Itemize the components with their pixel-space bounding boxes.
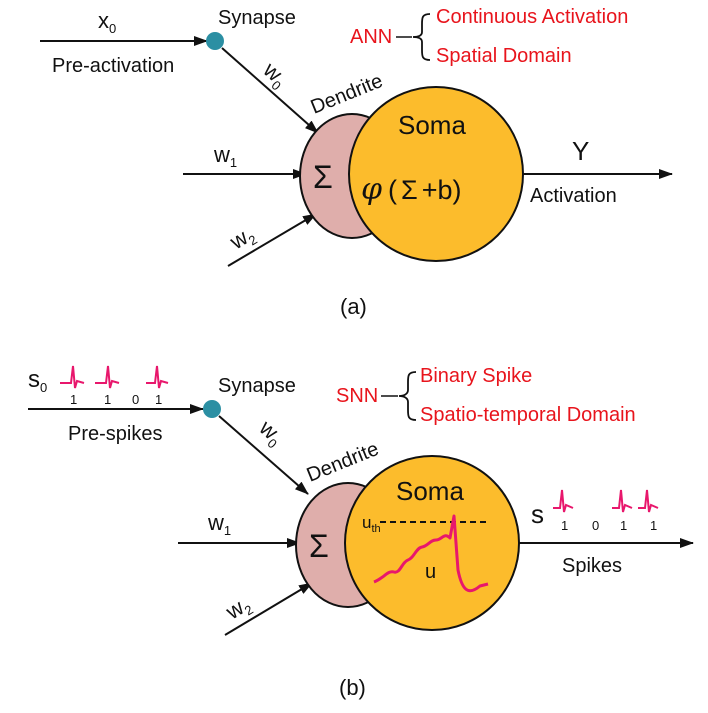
output-y-label: Y [572, 136, 589, 166]
output-bit-2: 0 [592, 518, 599, 533]
soma-activation-function: φ(Σ +b) [361, 172, 462, 207]
weight-w1-sub: 1 [230, 155, 237, 170]
weight-w2-arrow [227, 213, 317, 267]
output-bit-4: 1 [650, 518, 657, 533]
output-spike-1 [553, 489, 574, 513]
input-bit-3: 0 [132, 392, 139, 407]
input-s0-base: s [28, 366, 40, 393]
dendrite-sum-symbol-b: Σ [309, 528, 329, 564]
synapse-label: Synapse [218, 7, 296, 29]
open-paren: ( [388, 175, 397, 205]
dendrite-label-b: Dendrite [304, 438, 382, 487]
snn-bracket-item-spatiotemporal: Spatio-temporal Domain [420, 404, 636, 426]
synapse-node-b [203, 400, 221, 418]
weight-w0-label: w0 [256, 56, 293, 93]
weight-w2-arrow-b [224, 582, 313, 636]
ann-curly-bracket [412, 13, 431, 61]
phi-symbol: φ [361, 172, 382, 207]
weight-w1-label: w1 [213, 142, 237, 170]
dendrite-sum-symbol: Σ [313, 159, 333, 195]
pre-spikes-label: Pre-spikes [68, 423, 162, 445]
weight-w0-label-b: w0 [252, 414, 289, 451]
input-spike-2 [95, 365, 120, 389]
input-spike-4 [146, 365, 169, 389]
weight-w2-label: w2 [225, 221, 260, 258]
soma-label-b: Soma [396, 476, 464, 506]
input-x0-label: x0 [98, 8, 116, 36]
input-bit-4: 1 [155, 392, 162, 407]
caption-a: (a) [340, 294, 367, 319]
inner-sum-symbol: Σ [401, 175, 418, 205]
output-spike-4 [638, 489, 659, 513]
input-s0-sub: 0 [40, 380, 47, 395]
input-spike-train [60, 365, 169, 389]
pre-activation-label: Pre-activation [52, 55, 174, 77]
weight-w1-label-b: w1 [207, 510, 231, 538]
synapse-label-b: Synapse [218, 375, 296, 397]
plus-bias: +b) [422, 175, 462, 205]
input-x0-sub: 0 [109, 21, 116, 36]
snn-model-label: SNN [336, 385, 378, 407]
input-s0-label: s0 [28, 366, 47, 395]
output-bit-1: 1 [561, 518, 568, 533]
membrane-potential-trace [373, 514, 489, 593]
output-spike-train [553, 489, 659, 513]
weight-w0-arrow-b [218, 415, 309, 495]
weight-w1-base: w [213, 142, 230, 167]
snn-bracket-item-binary: Binary Spike [420, 365, 532, 387]
weight-w1-base-b: w [207, 510, 224, 535]
caption-b: (b) [339, 675, 366, 700]
threshold-sub: th [371, 523, 380, 535]
threshold-label: uth [362, 513, 381, 535]
input-bit-1: 1 [70, 392, 77, 407]
ann-bracket-item-spatial: Spatial Domain [436, 45, 572, 67]
panel-b: s0 1 1 0 1 Pre-spikes Synapse w0 w1 w2 [28, 365, 694, 700]
weight-w0-arrow [221, 47, 319, 134]
ann-model-label: ANN [350, 26, 392, 48]
weight-w1-sub-b: 1 [224, 523, 231, 538]
input-spike-1 [60, 365, 85, 389]
synapse-node [206, 32, 224, 50]
potential-label: u [425, 561, 436, 583]
output-spike-3 [612, 489, 633, 513]
ann-bracket-item-continuous: Continuous Activation [436, 6, 628, 28]
output-bit-3: 1 [620, 518, 627, 533]
panel-a: x0 Pre-activation Synapse w0 w1 w2 Dendr… [40, 6, 673, 319]
weight-w2-label-b: w2 [221, 591, 256, 628]
output-s-label: s [531, 499, 544, 529]
threshold-base: u [362, 513, 371, 532]
input-x0-base: x [98, 8, 109, 33]
snn-curly-bracket [398, 371, 417, 421]
activation-label: Activation [530, 185, 617, 207]
spikes-label: Spikes [562, 555, 622, 577]
input-bit-2: 1 [104, 392, 111, 407]
soma-label: Soma [398, 110, 466, 140]
